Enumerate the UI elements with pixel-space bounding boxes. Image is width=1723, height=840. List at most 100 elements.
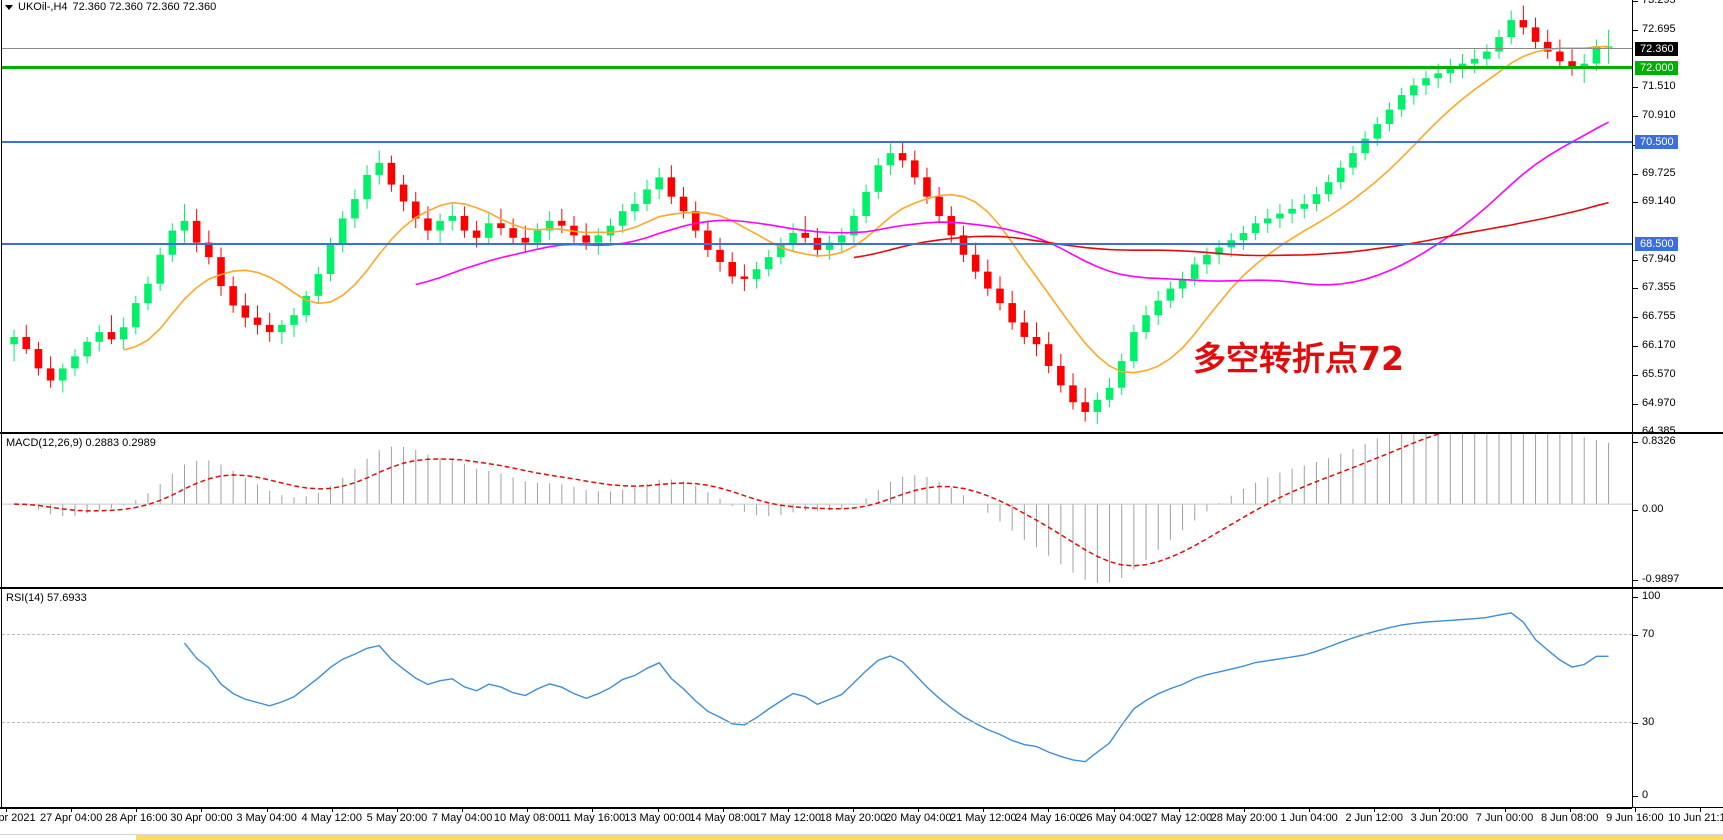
candle-body xyxy=(1507,20,1515,38)
candle-body xyxy=(314,274,323,296)
candle-body xyxy=(1324,182,1333,195)
macd-axis[interactable]: 0.8326 0.00 -0.9897 xyxy=(1632,434,1723,587)
candle-body xyxy=(399,184,408,202)
rsi-panel: RSI(14) 57.6933 100 70 30 0 xyxy=(0,588,1723,808)
candle-body xyxy=(935,196,943,217)
candle-body xyxy=(424,218,432,231)
rsi-line xyxy=(183,612,1609,763)
ma-mid-line xyxy=(415,121,1609,286)
candle-body xyxy=(119,327,128,340)
candle-body xyxy=(777,245,785,258)
candle-body xyxy=(874,165,883,192)
candle-body xyxy=(558,220,566,226)
candle-body xyxy=(10,336,18,345)
time-axis-label: 20 May 04:00 xyxy=(884,812,952,824)
candle-body xyxy=(107,332,116,340)
time-axis-label: 3 May 04:00 xyxy=(236,812,297,824)
taskbar xyxy=(0,834,1723,840)
candle-body xyxy=(1385,109,1394,125)
time-axis-tickmark xyxy=(1634,808,1636,812)
candle-body xyxy=(1032,336,1041,345)
time-axis-label: 17 May 12:00 xyxy=(754,812,822,824)
candle-body xyxy=(521,237,530,243)
time-axis-label: 14 May 08:00 xyxy=(689,812,757,824)
candle-body xyxy=(1361,138,1369,154)
candle-body xyxy=(1483,51,1491,59)
time-axis-label: 10 May 08:00 xyxy=(493,812,561,824)
candle-body xyxy=(95,332,104,342)
axis-tick-label: 67.940 xyxy=(1642,253,1676,266)
candle-body xyxy=(582,235,590,243)
level-tag-blue-70500: 70.500 xyxy=(1635,135,1678,149)
axis-tick-label: 30 xyxy=(1642,716,1655,728)
price-axis[interactable]: 73.29572.69571.51070.91070.32569.72569.1… xyxy=(1632,0,1723,437)
candle-body xyxy=(1130,332,1138,362)
time-axis-tickmark xyxy=(657,808,659,812)
axis-tick-label: 69.140 xyxy=(1642,194,1676,207)
chart-annotation-text: 多空转折点72 xyxy=(1193,339,1404,378)
candle-body xyxy=(1288,208,1296,214)
candle-body xyxy=(1337,167,1345,183)
ma-slow-line xyxy=(853,201,1609,259)
candle-body xyxy=(302,295,310,316)
candle-body xyxy=(1020,322,1029,337)
axis-tickmark xyxy=(1633,796,1638,797)
candle-body xyxy=(1044,344,1053,366)
candle-body xyxy=(132,303,140,328)
candle-body xyxy=(1373,124,1382,139)
axis-tickmark xyxy=(1633,87,1638,89)
candle-body xyxy=(1178,278,1187,289)
candle-body xyxy=(351,199,359,219)
candle-body xyxy=(46,368,55,381)
candle-body xyxy=(923,177,931,197)
time-axis-tickmark xyxy=(1309,808,1311,812)
candle-body xyxy=(1434,73,1442,79)
macd-series-svg xyxy=(2,434,1632,583)
axis-tickmark xyxy=(1633,30,1638,32)
candle-body xyxy=(1349,153,1357,168)
candle-body xyxy=(825,242,834,250)
axis-tick-label: 73.295 xyxy=(1642,0,1676,6)
time-axis-tickmark xyxy=(1569,808,1571,812)
time-axis-top-border xyxy=(0,808,1632,809)
rsi-axis[interactable]: 100 70 30 0 xyxy=(1632,589,1723,807)
candle-body xyxy=(326,245,335,275)
candle-body xyxy=(667,177,676,197)
price-plot-area[interactable] xyxy=(1,0,1632,432)
macd-panel: MACD(12,26,9) 0.2883 0.2989 0.8326 0.00 -0… xyxy=(0,433,1723,588)
candle-body xyxy=(631,203,639,212)
macd-plot-area[interactable] xyxy=(1,434,1632,587)
candle-body xyxy=(886,153,895,166)
candle-body xyxy=(217,257,225,287)
time-axis-label: 5 May 20:00 xyxy=(366,812,428,824)
time-axis-tickmark xyxy=(1113,808,1115,812)
macd-signal-line xyxy=(14,434,1441,567)
time-axis-tickmark xyxy=(201,808,203,812)
rsi-label: RSI(14) 57.6933 xyxy=(6,592,87,604)
axis-tick-label: 100 xyxy=(1642,590,1661,602)
time-axis-label: 25 Apr 2021 xyxy=(0,812,36,824)
candle-body xyxy=(898,153,907,161)
candle-body xyxy=(1166,288,1175,301)
axis-tick-label: 71.510 xyxy=(1642,80,1676,93)
time-axis-tickmark xyxy=(462,808,464,812)
candle-body xyxy=(436,220,444,231)
candle-body xyxy=(618,211,627,226)
axis-tick-label: 0.00 xyxy=(1642,503,1664,515)
candle-body xyxy=(971,254,980,272)
candle-body xyxy=(375,162,384,175)
candle-body xyxy=(752,269,761,279)
candle-body xyxy=(1263,218,1272,224)
axis-tick-label: 66.170 xyxy=(1642,338,1676,351)
candle-body xyxy=(643,189,651,204)
time-axis-tickmark xyxy=(1439,808,1441,812)
candle-body xyxy=(704,230,712,250)
candle-body xyxy=(265,324,274,333)
time-axis-tickmark xyxy=(722,808,724,812)
candle-body xyxy=(801,232,810,238)
rsi-plot-area[interactable] xyxy=(1,589,1632,807)
axis-tickmark xyxy=(1633,432,1638,433)
chevron-down-icon[interactable] xyxy=(5,4,13,10)
candle-body xyxy=(168,230,177,255)
